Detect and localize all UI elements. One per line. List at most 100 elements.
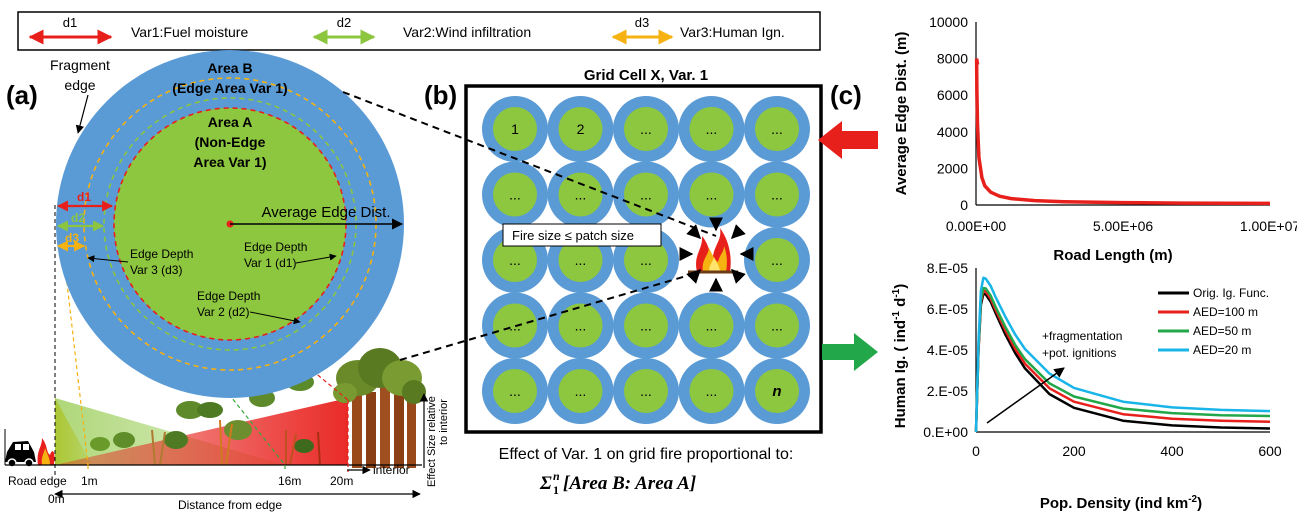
x-tick-label: 1.00E+07 <box>1240 218 1297 234</box>
legend-var2: Var2:Wind infiltration <box>403 24 531 40</box>
distance-label: Distance from edge <box>178 498 282 512</box>
fragment-edge-pointer <box>75 94 89 134</box>
patch-label: ... <box>640 318 652 334</box>
y-axis-label: Human Ig. ( ind-1 d-1) <box>891 284 909 428</box>
chart-human-ignition: 0.E+00 2.E-05 4.E-05 6.E-05 8.E-05 0 200 400 600… <box>891 260 1282 512</box>
patch-label: ... <box>771 252 783 268</box>
tick-20m: 20m <box>330 474 353 488</box>
grid-patch: ... <box>547 161 614 228</box>
green-arrow-from-grid <box>822 333 878 371</box>
fire-spread-arrows <box>679 217 754 292</box>
panel-c-label: (c) <box>830 80 862 110</box>
edge-depth-var1-label-1: Edge Depth <box>244 240 307 254</box>
d1-label: d1 <box>77 190 91 204</box>
patch-label: 2 <box>577 121 585 137</box>
patch-core-area <box>755 238 799 282</box>
chart-road-length: 0 2000 4000 6000 8000 10000 0.00E+00 5.00E+06 1.… <box>893 14 1297 264</box>
patch-core-area <box>558 107 603 151</box>
y-tick-label: 2000 <box>937 160 968 176</box>
series-line <box>974 286 1271 433</box>
grid-patch: ... <box>482 358 548 424</box>
patch-core-area <box>624 238 668 282</box>
edge-depth-var3-label-1: Edge Depth <box>130 247 193 261</box>
patch-label: ... <box>771 318 783 334</box>
legend-var1: Var1:Fuel moisture <box>131 24 248 40</box>
patch-core-area <box>493 107 537 151</box>
patch-core-area <box>689 369 734 413</box>
series-line <box>974 58 1271 206</box>
patch-core-area <box>558 172 603 217</box>
area-b-title: Area B <box>207 60 252 76</box>
grid-patch: 2 <box>547 96 614 162</box>
area-a-subtitle-2: Area Var 1) <box>193 154 266 170</box>
patch-label: ... <box>509 383 521 399</box>
grid-patch: ... <box>678 161 745 228</box>
y-tick-label: 2.E-05 <box>927 383 968 399</box>
y-tick-label: 4.E-05 <box>927 342 968 358</box>
y-axis-label: Average Edge Dist. (m) <box>893 32 910 196</box>
effect-size-label-2: to interior <box>438 399 450 445</box>
panel-a-label: (a) <box>6 80 38 110</box>
grid-caption: Effect of Var. 1 on grid fire proportion… <box>499 446 794 463</box>
tick-1m: 1m <box>81 474 98 488</box>
annotation-fragmentation: +fragmentation <box>1042 329 1122 343</box>
grid-patch: ... <box>744 292 810 359</box>
formula-body: [Area B: Area A] <box>563 473 696 494</box>
average-edge-label: Average Edge Dist. <box>262 204 391 221</box>
patch-label: ... <box>509 187 521 203</box>
fire-size-label: Fire size ≤ patch size <box>512 228 634 243</box>
legend-d3: d3 <box>635 15 649 30</box>
y-tick-label: 0.E+00 <box>923 424 968 440</box>
y-tick-label: 6000 <box>937 87 968 103</box>
grid-patch: ... <box>678 292 745 359</box>
patch-label: ... <box>640 383 652 399</box>
grid-patch: n <box>744 358 810 424</box>
grid-patch: ... <box>744 161 810 228</box>
y-tick-label: 8000 <box>937 51 968 67</box>
fragment-edge-label-2: edge <box>64 77 95 93</box>
y-tick-label: 0 <box>960 197 968 213</box>
grid-patch: ... <box>613 292 679 359</box>
patch-label: ... <box>575 383 587 399</box>
y-tick-label: 8.E-05 <box>927 260 968 276</box>
patch-core-area <box>493 369 537 413</box>
patch-label: n <box>772 383 781 400</box>
panel-a: (a) Fragment edge <box>4 50 450 512</box>
grid-patch: ... <box>678 358 745 424</box>
patch-label: ... <box>640 252 652 268</box>
x-tick-label: 5.00E+06 <box>1093 218 1154 234</box>
legend-var3: Var3:Human Ign. <box>680 24 785 40</box>
patch-label: ... <box>771 121 783 137</box>
grid-patch: ... <box>613 96 679 162</box>
fire-size-box <box>502 223 662 247</box>
patch-core-area <box>755 172 799 217</box>
small-fire-icon <box>37 438 55 465</box>
edge-depth-var3-label-2: Var 3 (d3) <box>130 263 182 277</box>
patch-core-area <box>689 107 734 151</box>
patch-core-area <box>558 303 603 348</box>
patch-core-area <box>624 303 668 348</box>
x-tick-label: 0 <box>972 443 980 459</box>
patch-label: ... <box>706 187 718 203</box>
patch-label: ... <box>509 252 521 268</box>
grid-patch: ... <box>547 292 614 359</box>
x-axis-label: Pop. Density (ind km-2) <box>1040 494 1202 512</box>
patch-label: ... <box>706 383 718 399</box>
grid-patch: ... <box>482 161 548 228</box>
grid-patch: 1 <box>482 96 548 162</box>
x-tick-label: 400 <box>1160 443 1184 459</box>
panel-b: (b) Grid Cell X, Var. 1 1 2..............… <box>342 67 823 497</box>
patch-core-area <box>689 303 734 348</box>
grid-patch: ... <box>613 358 679 424</box>
legend-label: AED=20 m <box>1193 343 1251 357</box>
legend-label: Orig. Ig. Func. <box>1193 286 1269 300</box>
patch-core-area <box>624 369 668 413</box>
patch-label: 1 <box>511 121 519 137</box>
patch-label: ... <box>575 187 587 203</box>
patch-core-area <box>755 369 799 413</box>
panel-b-label: (b) <box>424 80 457 110</box>
legend-label: AED=100 m <box>1193 305 1258 319</box>
formula-sup: n <box>553 469 560 483</box>
